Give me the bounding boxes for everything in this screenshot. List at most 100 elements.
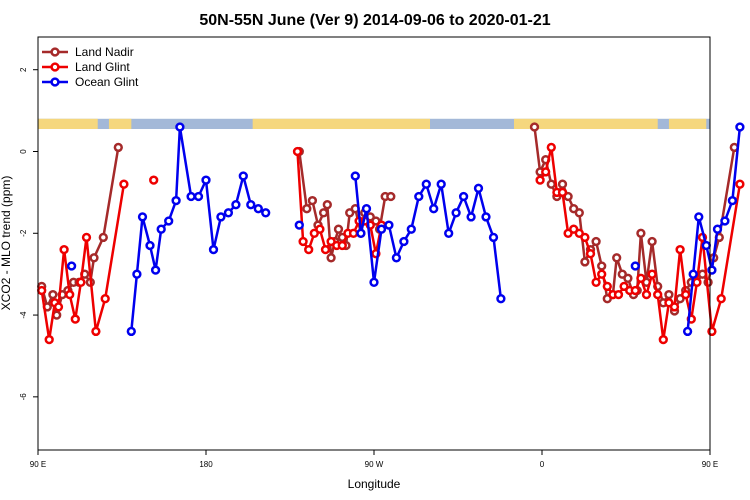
data-point	[669, 302, 680, 312]
y-tick-label: -6	[19, 393, 28, 401]
data-point	[315, 224, 325, 234]
data-point	[384, 220, 394, 230]
land-patch	[252, 118, 430, 130]
data-point	[145, 240, 155, 251]
data-point	[701, 240, 711, 251]
data-point	[119, 179, 129, 189]
data-point	[735, 179, 745, 189]
data-point	[647, 269, 657, 279]
data-point	[223, 208, 234, 218]
data-point	[636, 228, 646, 238]
data-point	[641, 289, 652, 300]
data-point	[591, 236, 601, 247]
data-point	[444, 228, 454, 238]
data-point	[636, 273, 646, 283]
x-axis-label: Longitude	[348, 477, 401, 491]
data-point	[132, 269, 142, 279]
data-point	[630, 261, 640, 271]
x-tick-label: 90 E	[30, 460, 46, 469]
data-point	[613, 289, 624, 300]
legend-label: Ocean Glint	[75, 75, 139, 89]
data-point	[612, 253, 622, 263]
land-patch	[668, 118, 707, 130]
data-point	[488, 232, 499, 243]
data-point	[98, 232, 108, 243]
data-point	[557, 187, 568, 198]
data-point	[156, 224, 166, 234]
data-point	[350, 171, 360, 181]
data-point	[126, 326, 136, 337]
data-point	[238, 171, 248, 181]
map-band	[38, 118, 710, 130]
data-point	[735, 122, 745, 132]
data-point	[37, 285, 47, 296]
data-point	[261, 208, 271, 218]
data-point	[186, 191, 196, 202]
data-point	[246, 200, 256, 210]
data-point	[113, 142, 123, 153]
legend-label: Land Glint	[75, 60, 130, 74]
data-point	[414, 191, 424, 202]
data-point	[337, 240, 347, 251]
data-point	[326, 253, 336, 263]
data-point	[421, 179, 431, 189]
legend-swatch-marker	[50, 77, 60, 87]
x-tick-label: 0	[540, 460, 545, 469]
data-point	[391, 253, 402, 263]
data-point	[208, 244, 219, 255]
data-point	[574, 208, 584, 218]
data-point	[253, 204, 263, 214]
data-point	[201, 175, 211, 185]
data-point	[681, 289, 691, 300]
data-point	[694, 212, 704, 222]
data-point	[473, 183, 484, 193]
y-axis-label: XCO2 - MLO trend (ppm)	[0, 176, 13, 311]
data-point	[623, 273, 633, 283]
data-point	[320, 244, 331, 255]
data-point	[653, 289, 663, 300]
data-point	[216, 212, 226, 222]
data-point	[171, 195, 181, 206]
data-point	[406, 224, 416, 234]
land-patch	[514, 118, 658, 130]
data-point	[81, 232, 92, 243]
data-point	[292, 146, 303, 157]
data-point	[597, 269, 607, 279]
x-tick-label: 180	[199, 460, 213, 469]
data-point	[546, 179, 556, 189]
data-point	[602, 281, 612, 292]
data-point	[481, 212, 491, 222]
data-point	[376, 224, 387, 234]
data-point	[137, 212, 148, 222]
data-point	[53, 302, 64, 312]
data-point	[451, 208, 461, 218]
data-point	[688, 269, 698, 279]
data-point	[630, 285, 640, 296]
series-layer	[37, 122, 745, 345]
x-axis: 90 E 180 90 W 0 90 E	[30, 450, 718, 469]
data-point	[348, 228, 359, 238]
legend-swatch-marker	[50, 62, 60, 72]
data-point	[333, 224, 344, 234]
data-point	[304, 244, 314, 255]
legend-item: Ocean Glint	[42, 75, 139, 89]
data-point	[591, 277, 601, 287]
data-point	[369, 277, 379, 287]
y-tick-label: -2	[19, 229, 28, 237]
data-point	[429, 204, 439, 214]
land-patch	[38, 118, 98, 130]
series-ocean-glint	[66, 122, 745, 337]
legend-swatch-marker	[50, 47, 60, 57]
data-point	[399, 236, 409, 247]
data-point	[307, 195, 318, 206]
land-patch	[108, 118, 132, 130]
data-point	[44, 334, 54, 345]
data-point	[70, 314, 80, 324]
data-point	[580, 232, 590, 243]
data-point	[529, 122, 540, 132]
data-point	[692, 277, 702, 287]
data-point	[100, 294, 110, 304]
data-point	[675, 244, 685, 255]
legend-label: Land Nadir	[75, 45, 134, 59]
data-point	[496, 294, 506, 304]
